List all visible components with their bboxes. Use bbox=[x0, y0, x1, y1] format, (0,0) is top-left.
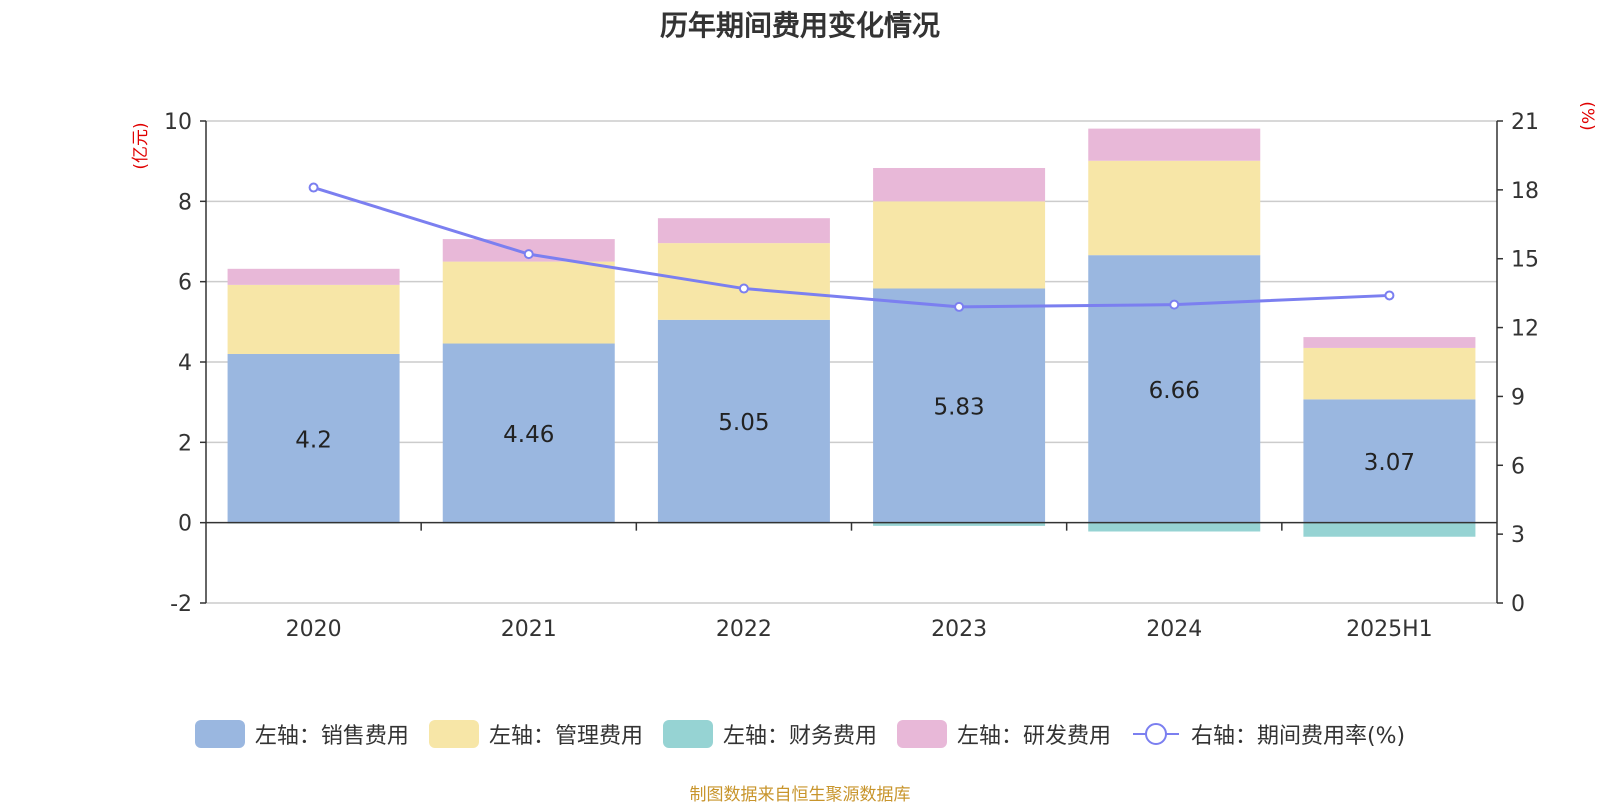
bar-rnd bbox=[1303, 337, 1476, 348]
bar-sales bbox=[442, 343, 615, 523]
left-axis-tick-label: 6 bbox=[178, 271, 192, 296]
bar-finance bbox=[1303, 522, 1476, 537]
bar-sales bbox=[873, 288, 1046, 523]
right-axis-tick-label: 0 bbox=[1511, 592, 1525, 617]
data-label-sales: 5.05 bbox=[718, 410, 769, 436]
left-axis-unit-label: (亿元) bbox=[131, 122, 151, 169]
x-axis-tick-label: 2021 bbox=[501, 617, 557, 642]
rate-point bbox=[1169, 299, 1180, 310]
legend-label: 左轴：财务费用 bbox=[722, 724, 877, 749]
rate-point bbox=[523, 249, 534, 260]
left-axis-tick-label: 0 bbox=[178, 512, 192, 537]
legend-item-rnd[interactable]: 左轴：研发费用 bbox=[896, 718, 1111, 750]
legend-line-marker-icon bbox=[1132, 723, 1179, 745]
legend-label: 左轴：销售费用 bbox=[254, 724, 409, 749]
bar-admin bbox=[442, 261, 615, 344]
right-axis-tick-label: 21 bbox=[1511, 110, 1539, 135]
bar-admin bbox=[227, 284, 400, 354]
bar-rnd bbox=[657, 218, 830, 244]
source-note: 制图数据来自恒生聚源数据库 bbox=[689, 785, 911, 805]
line-layer bbox=[308, 182, 1395, 312]
legend-swatch-sales bbox=[194, 720, 245, 748]
label-layer: 4.2 4.46 5.05 5.83 6.66 3.07 bbox=[295, 378, 1415, 476]
bar-sales bbox=[657, 319, 830, 523]
bar-admin bbox=[1088, 160, 1261, 256]
left-axis-tick-label: 4 bbox=[178, 351, 192, 376]
legend: 左轴：销售费用 左轴：管理费用 左轴：财务费用 左轴：研发费用 右轴：期间费用率(%) bbox=[0, 718, 1600, 750]
left-axis-tick-label: 2 bbox=[178, 431, 192, 456]
rate-point bbox=[308, 182, 319, 193]
x-axis-tick-label: 2025H1 bbox=[1346, 617, 1433, 642]
right-axis-tick-label: 12 bbox=[1511, 317, 1539, 342]
bar-admin bbox=[1303, 347, 1476, 400]
bar-sales bbox=[1303, 399, 1476, 523]
legend-item-finance[interactable]: 左轴：财务费用 bbox=[662, 718, 877, 750]
bar-rnd bbox=[227, 268, 400, 285]
legend-item-rate[interactable]: 右轴：期间费用率(%) bbox=[1131, 718, 1405, 750]
left-axis-tick-label: 10 bbox=[164, 110, 192, 135]
legend-item-admin[interactable]: 左轴：管理费用 bbox=[428, 718, 643, 750]
data-label-sales: 6.66 bbox=[1149, 378, 1200, 404]
legend-label: 左轴：管理费用 bbox=[488, 724, 643, 749]
rate-line bbox=[313, 186, 1390, 309]
legend-swatch-rnd bbox=[896, 720, 947, 748]
x-axis-tick-label: 2024 bbox=[1146, 617, 1202, 642]
x-axis-tick-label: 2023 bbox=[931, 617, 987, 642]
data-label-sales: 4.46 bbox=[503, 422, 554, 448]
rate-point bbox=[954, 301, 965, 312]
legend-label: 左轴：研发费用 bbox=[956, 724, 1111, 749]
left-axis-tick-label: -2 bbox=[170, 592, 192, 617]
data-label-sales: 5.83 bbox=[933, 395, 984, 421]
legend-swatch-admin bbox=[428, 720, 479, 748]
bar-admin bbox=[873, 201, 1046, 289]
data-label-sales: 3.07 bbox=[1364, 450, 1415, 476]
bar-finance bbox=[1088, 522, 1261, 532]
right-axis-tick-label: 3 bbox=[1511, 523, 1525, 548]
bar-layer bbox=[227, 128, 1476, 537]
right-axis-tick-label: 9 bbox=[1511, 385, 1525, 410]
bar-rnd bbox=[873, 167, 1046, 202]
legend-label: 右轴：期间费用率(%) bbox=[1190, 724, 1406, 749]
rate-point bbox=[1384, 290, 1395, 301]
legend-swatch-finance bbox=[662, 720, 713, 748]
right-axis-unit-label: (%) bbox=[1577, 101, 1597, 130]
axis-layer: -2 0 2 4 6 8 10 0 3 6 9 12 15 18 21 2020 2021 2022 2023 202… bbox=[164, 110, 1539, 642]
rate-point bbox=[738, 283, 749, 294]
right-axis-tick-label: 18 bbox=[1511, 179, 1539, 204]
bar-rnd bbox=[1088, 128, 1261, 161]
bar-admin bbox=[657, 243, 830, 320]
chart-title: 历年期间费用变化情况 bbox=[659, 9, 940, 42]
bar-sales bbox=[227, 353, 400, 523]
right-axis-tick-label: 15 bbox=[1511, 248, 1539, 273]
x-axis-tick-label: 2020 bbox=[286, 617, 342, 642]
grid-layer bbox=[206, 120, 1497, 604]
data-label-sales: 4.2 bbox=[295, 427, 332, 453]
bar-finance bbox=[873, 522, 1046, 526]
legend-item-sales[interactable]: 左轴：销售费用 bbox=[194, 718, 409, 750]
left-axis-tick-label: 8 bbox=[178, 190, 192, 215]
x-axis-tick-label: 2022 bbox=[716, 617, 772, 642]
right-axis-tick-label: 6 bbox=[1511, 454, 1525, 479]
